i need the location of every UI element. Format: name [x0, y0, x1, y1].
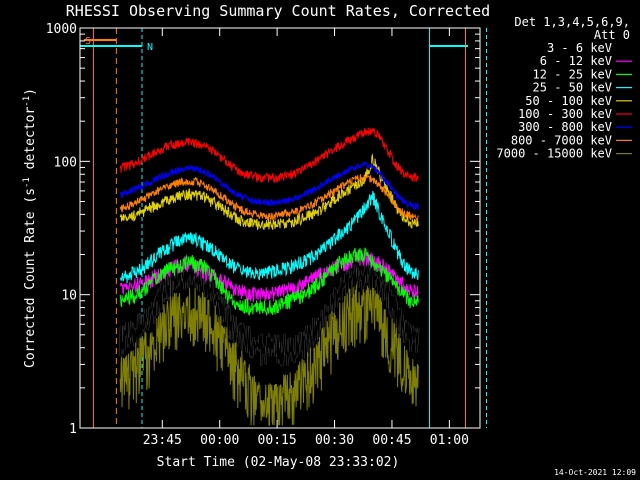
- y-axis-label-part-a: Corrected Count Rate (s: [23, 188, 38, 368]
- x-tick-label: 00:45: [372, 433, 411, 448]
- series-line: [119, 173, 419, 222]
- annotation-s: S: [85, 36, 91, 47]
- legend-entry-label: 800 - 7000 keV: [511, 133, 612, 147]
- footer-date: 14-Oct-2021 12:09: [554, 468, 636, 477]
- plot-frame: [79, 27, 481, 429]
- x-tick-label: 00:30: [315, 433, 354, 448]
- y-axis-label: Corrected Count Rate (s-1 detector-1): [22, 88, 38, 368]
- x-tick-label: 23:45: [143, 433, 182, 448]
- legend-entry-label: 3 - 6 keV: [547, 41, 612, 55]
- x-tick-group: 23:45 00:00 00:15 00:30 00:45 01:00: [143, 28, 469, 448]
- series-line: [119, 127, 419, 183]
- series-line: [119, 247, 419, 316]
- y-tick-label: 100: [54, 155, 77, 170]
- series-line: [119, 153, 419, 231]
- series-line: [119, 161, 419, 210]
- y-axis-label-part-c: detector: [23, 107, 38, 178]
- legend-header-line-1: Det 1,3,4,5,6,9,: [514, 15, 630, 29]
- legend-header-line-2: Att 0: [594, 28, 630, 42]
- y-axis-label-superscript-2: -1: [22, 96, 32, 107]
- x-tick-label: 01:00: [430, 433, 469, 448]
- y-tick-label: 10: [61, 289, 77, 304]
- x-axis-label: Start Time (02-May-08 23:33:02): [157, 455, 400, 470]
- legend-entry-label: 100 - 300 keV: [518, 107, 612, 121]
- y-tick-group: 1 10 100 1000: [46, 22, 480, 437]
- series-line: [119, 191, 419, 284]
- legend-entry-label: 300 - 800 keV: [518, 120, 612, 134]
- legend-entry-label: 6 - 12 keV: [540, 54, 612, 68]
- annotation-n: N: [147, 42, 153, 53]
- x-tick-label: 00:00: [200, 433, 239, 448]
- y-tick-label: 1000: [46, 22, 77, 37]
- legend-entry-label: 50 - 100 keV: [525, 94, 612, 108]
- y-tick-label: 1: [69, 422, 77, 437]
- y-axis-label-superscript-1: -1: [22, 177, 32, 188]
- legend-entry-label: 12 - 25 keV: [533, 67, 612, 81]
- legend-entry-label: 25 - 50 keV: [533, 81, 612, 95]
- legend-entry-label: 7000 - 15000 keV: [496, 147, 612, 161]
- chart-title: RHESSI Observing Summary Count Rates, Co…: [66, 2, 490, 20]
- y-axis-label-part-e: ): [23, 88, 38, 96]
- series-line: [119, 284, 419, 426]
- plot-axes: [79, 27, 481, 429]
- x-tick-label: 00:15: [258, 433, 297, 448]
- data-layer: SN: [80, 28, 488, 428]
